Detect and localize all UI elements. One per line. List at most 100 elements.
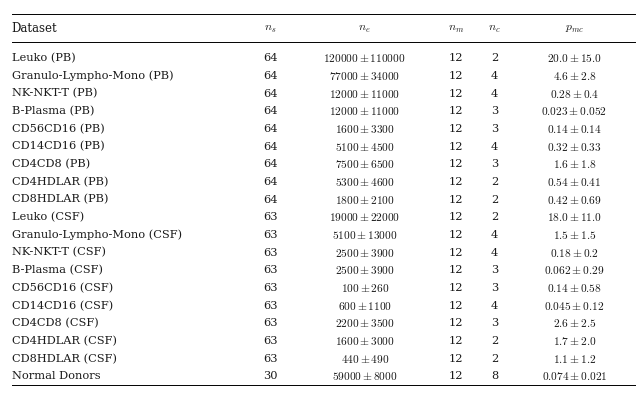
- Text: 64: 64: [263, 159, 278, 169]
- Text: $5100 \pm 13000$: $5100 \pm 13000$: [332, 229, 397, 241]
- Text: 12: 12: [449, 318, 463, 328]
- Text: 2: 2: [491, 53, 498, 63]
- Text: 63: 63: [263, 265, 278, 275]
- Text: 63: 63: [263, 354, 278, 364]
- Text: 12: 12: [449, 177, 463, 187]
- Text: $p_{mc}$: $p_{mc}$: [564, 22, 584, 34]
- Text: $12000 \pm 11000$: $12000 \pm 11000$: [329, 105, 401, 117]
- Text: 3: 3: [491, 318, 498, 328]
- Text: $0.54 \pm 0.41$: $0.54 \pm 0.41$: [547, 176, 602, 188]
- Text: 30: 30: [263, 371, 278, 381]
- Text: $2500 \pm 3900$: $2500 \pm 3900$: [335, 264, 395, 276]
- Text: $20.0 \pm 15.0$: $20.0 \pm 15.0$: [547, 52, 602, 64]
- Text: $1600 \pm 3000$: $1600 \pm 3000$: [335, 335, 395, 347]
- Text: 64: 64: [263, 71, 278, 81]
- Text: 12: 12: [449, 106, 463, 116]
- Text: Granulo-Lympho-Mono (CSF): Granulo-Lympho-Mono (CSF): [12, 229, 182, 240]
- Text: 12: 12: [449, 141, 463, 152]
- Text: 64: 64: [263, 88, 278, 99]
- Text: 12: 12: [449, 71, 463, 81]
- Text: $440 \pm 490$: $440 \pm 490$: [340, 353, 389, 365]
- Text: $120000 \pm 110000$: $120000 \pm 110000$: [323, 52, 406, 64]
- Text: $n_e$: $n_e$: [358, 22, 371, 34]
- Text: $5300 \pm 4600$: $5300 \pm 4600$: [335, 176, 395, 188]
- Text: $0.023 \pm 0.052$: $0.023 \pm 0.052$: [541, 105, 607, 117]
- Text: $1.7 \pm 2.0$: $1.7 \pm 2.0$: [553, 335, 596, 347]
- Text: $4.6 \pm 2.8$: $4.6 \pm 2.8$: [553, 70, 596, 82]
- Text: $5100 \pm 4500$: $5100 \pm 4500$: [335, 141, 395, 152]
- Text: 3: 3: [491, 106, 498, 116]
- Text: CD8HDLAR (PB): CD8HDLAR (PB): [12, 194, 108, 205]
- Text: $0.32 \pm 0.33$: $0.32 \pm 0.33$: [547, 141, 602, 152]
- Text: 12: 12: [449, 230, 463, 240]
- Text: 3: 3: [491, 283, 498, 293]
- Text: 63: 63: [263, 248, 278, 258]
- Text: 4: 4: [491, 301, 498, 310]
- Text: 63: 63: [263, 230, 278, 240]
- Text: NK-NKT-T (CSF): NK-NKT-T (CSF): [12, 247, 106, 258]
- Text: 64: 64: [263, 195, 278, 205]
- Text: B-Plasma (PB): B-Plasma (PB): [12, 106, 94, 117]
- Text: 2: 2: [491, 212, 498, 222]
- Text: $77000 \pm 34000$: $77000 \pm 34000$: [329, 70, 401, 82]
- Text: CD4CD8 (PB): CD4CD8 (PB): [12, 159, 90, 169]
- Text: $0.045 \pm 0.12$: $0.045 \pm 0.12$: [544, 299, 605, 312]
- Text: $0.14 \pm 0.14$: $0.14 \pm 0.14$: [547, 123, 602, 135]
- Text: 12: 12: [449, 301, 463, 310]
- Text: $1.1 \pm 1.2$: $1.1 \pm 1.2$: [553, 353, 596, 365]
- Text: 63: 63: [263, 212, 278, 222]
- Text: $n_c$: $n_c$: [488, 22, 500, 34]
- Text: 63: 63: [263, 336, 278, 346]
- Text: Dataset: Dataset: [12, 22, 57, 34]
- Text: $1.6 \pm 1.8$: $1.6 \pm 1.8$: [553, 158, 596, 170]
- Text: 4: 4: [491, 248, 498, 258]
- Text: 12: 12: [449, 336, 463, 346]
- Text: 12: 12: [449, 371, 463, 381]
- Text: $19000 \pm 22000$: $19000 \pm 22000$: [329, 211, 401, 223]
- Text: CD14CD16 (PB): CD14CD16 (PB): [12, 141, 104, 152]
- Text: CD8HDLAR (CSF): CD8HDLAR (CSF): [12, 354, 116, 364]
- Text: 12: 12: [449, 53, 463, 63]
- Text: Leuko (PB): Leuko (PB): [12, 53, 76, 63]
- Text: B-Plasma (CSF): B-Plasma (CSF): [12, 265, 102, 275]
- Text: 2: 2: [491, 177, 498, 187]
- Text: Normal Donors: Normal Donors: [12, 371, 100, 381]
- Text: $0.18 \pm 0.2$: $0.18 \pm 0.2$: [550, 246, 599, 259]
- Text: 63: 63: [263, 318, 278, 328]
- Text: $1600 \pm 3300$: $1600 \pm 3300$: [335, 123, 395, 135]
- Text: 64: 64: [263, 141, 278, 152]
- Text: NK-NKT-T (PB): NK-NKT-T (PB): [12, 88, 97, 99]
- Text: Leuko (CSF): Leuko (CSF): [12, 212, 84, 222]
- Text: 63: 63: [263, 301, 278, 310]
- Text: 3: 3: [491, 159, 498, 169]
- Text: 12: 12: [449, 354, 463, 364]
- Text: $100 \pm 260$: $100 \pm 260$: [340, 282, 389, 294]
- Text: 4: 4: [491, 141, 498, 152]
- Text: 12: 12: [449, 124, 463, 134]
- Text: 63: 63: [263, 283, 278, 293]
- Text: $18.0 \pm 11.0$: $18.0 \pm 11.0$: [547, 211, 602, 223]
- Text: 12: 12: [449, 159, 463, 169]
- Text: 12: 12: [449, 265, 463, 275]
- Text: $0.42 \pm 0.69$: $0.42 \pm 0.69$: [547, 194, 602, 205]
- Text: $7500 \pm 6500$: $7500 \pm 6500$: [335, 158, 395, 170]
- Text: 4: 4: [491, 88, 498, 99]
- Text: 2: 2: [491, 336, 498, 346]
- Text: $0.062 \pm 0.29$: $0.062 \pm 0.29$: [544, 264, 605, 276]
- Text: 3: 3: [491, 124, 498, 134]
- Text: 2: 2: [491, 195, 498, 205]
- Text: Granulo-Lympho-Mono (PB): Granulo-Lympho-Mono (PB): [12, 71, 173, 81]
- Text: 64: 64: [263, 53, 278, 63]
- Text: $1.5 \pm 1.5$: $1.5 \pm 1.5$: [553, 229, 596, 241]
- Text: 2: 2: [491, 354, 498, 364]
- Text: CD14CD16 (CSF): CD14CD16 (CSF): [12, 301, 113, 311]
- Text: 64: 64: [263, 124, 278, 134]
- Text: CD56CD16 (CSF): CD56CD16 (CSF): [12, 283, 113, 293]
- Text: $n_s$: $n_s$: [264, 22, 276, 34]
- Text: CD4HDLAR (CSF): CD4HDLAR (CSF): [12, 336, 116, 346]
- Text: $600 \pm 1100$: $600 \pm 1100$: [338, 299, 392, 312]
- Text: $2.6 \pm 2.5$: $2.6 \pm 2.5$: [553, 317, 596, 329]
- Text: $2500 \pm 3900$: $2500 \pm 3900$: [335, 246, 395, 259]
- Text: 12: 12: [449, 88, 463, 99]
- Text: $1800 \pm 2100$: $1800 \pm 2100$: [335, 194, 395, 205]
